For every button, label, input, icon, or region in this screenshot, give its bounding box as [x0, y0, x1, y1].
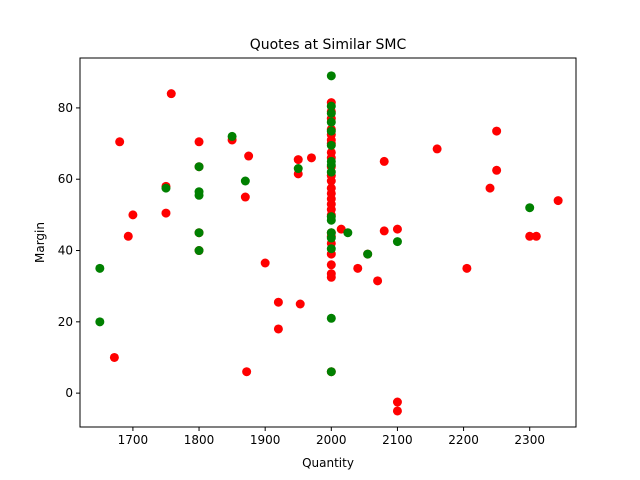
y-axis-ticks: 0 20 40 60 80 — [58, 101, 80, 400]
data-point-series-1 — [295, 299, 305, 309]
data-point-series-1 — [240, 192, 250, 202]
data-point-series-2 — [326, 71, 336, 81]
data-point-series-1 — [242, 367, 252, 377]
data-point-series-1 — [306, 153, 316, 163]
x-tick-label: 2200 — [448, 433, 479, 447]
data-point-series-2 — [326, 117, 336, 127]
data-point-series-2 — [525, 203, 535, 213]
data-point-series-1 — [485, 183, 495, 193]
data-point-series-2 — [326, 140, 336, 150]
data-point-series-1 — [336, 224, 346, 234]
data-point-series-2 — [343, 228, 353, 238]
data-point-series-2 — [293, 164, 303, 174]
data-point-series-1 — [326, 260, 336, 270]
data-point-series-2 — [326, 101, 336, 111]
y-tick-label: 80 — [58, 101, 73, 115]
x-tick-label: 1700 — [118, 433, 149, 447]
data-point-series-2 — [392, 237, 402, 247]
data-point-series-1 — [392, 397, 402, 407]
data-point-series-1 — [373, 276, 383, 286]
x-tick-label: 1800 — [184, 433, 215, 447]
data-point-series-1 — [553, 196, 563, 206]
data-point-series-2 — [194, 246, 204, 256]
y-axis-label: Margin — [33, 222, 47, 263]
data-point-series-2 — [240, 176, 250, 186]
data-point-series-2 — [161, 183, 171, 193]
x-tick-label: 2000 — [316, 433, 347, 447]
data-point-series-1 — [194, 137, 204, 147]
data-point-series-2 — [326, 233, 336, 243]
data-point-series-1 — [531, 231, 541, 241]
data-point-series-1 — [492, 126, 502, 136]
x-tick-label: 1900 — [250, 433, 281, 447]
data-point-series-1 — [166, 89, 176, 99]
y-tick-label: 20 — [58, 315, 73, 329]
data-point-series-2 — [95, 317, 105, 327]
data-point-series-1 — [128, 210, 138, 220]
y-tick-label: 40 — [58, 244, 73, 258]
data-point-series-1 — [525, 231, 535, 241]
data-point-series-2 — [326, 108, 336, 118]
data-points — [95, 71, 563, 416]
data-point-series-1 — [379, 226, 389, 236]
data-point-series-2 — [95, 263, 105, 273]
data-point-series-2 — [326, 215, 336, 225]
data-point-series-2 — [326, 313, 336, 323]
data-point-series-2 — [326, 160, 336, 170]
data-point-series-2 — [227, 131, 237, 141]
data-point-series-2 — [326, 167, 336, 177]
data-point-series-2 — [326, 126, 336, 136]
data-point-series-2 — [194, 190, 204, 200]
data-point-series-2 — [326, 244, 336, 254]
data-point-series-1 — [432, 144, 442, 154]
data-point-series-1 — [273, 297, 283, 307]
y-tick-label: 60 — [58, 172, 73, 186]
data-point-series-1 — [109, 352, 119, 362]
data-point-series-1 — [379, 156, 389, 166]
data-point-series-2 — [363, 249, 373, 259]
data-point-series-1 — [492, 165, 502, 175]
data-point-series-2 — [194, 162, 204, 172]
data-point-series-1 — [161, 208, 171, 218]
data-point-series-1 — [353, 263, 363, 273]
data-point-series-1 — [392, 224, 402, 234]
x-tick-label: 2300 — [514, 433, 545, 447]
data-point-series-1 — [392, 406, 402, 416]
chart-title: Quotes at Similar SMC — [250, 37, 407, 53]
data-point-series-1 — [123, 231, 133, 241]
data-point-series-1 — [260, 258, 270, 268]
data-point-series-1 — [293, 155, 303, 165]
data-point-series-1 — [326, 272, 336, 282]
data-point-series-1 — [462, 263, 472, 273]
plot-frame — [79, 57, 577, 428]
data-point-series-1 — [273, 324, 283, 334]
data-point-series-1 — [115, 137, 125, 147]
x-tick-label: 2100 — [382, 433, 413, 447]
data-point-series-2 — [326, 367, 336, 377]
x-axis-ticks: 1700 1800 1900 2000 2100 2200 2300 — [118, 427, 545, 447]
data-point-series-1 — [326, 176, 336, 186]
data-point-series-1 — [244, 151, 254, 161]
y-tick-label: 0 — [65, 386, 73, 400]
data-point-series-2 — [194, 228, 204, 238]
x-axis-label: Quantity — [302, 456, 354, 470]
